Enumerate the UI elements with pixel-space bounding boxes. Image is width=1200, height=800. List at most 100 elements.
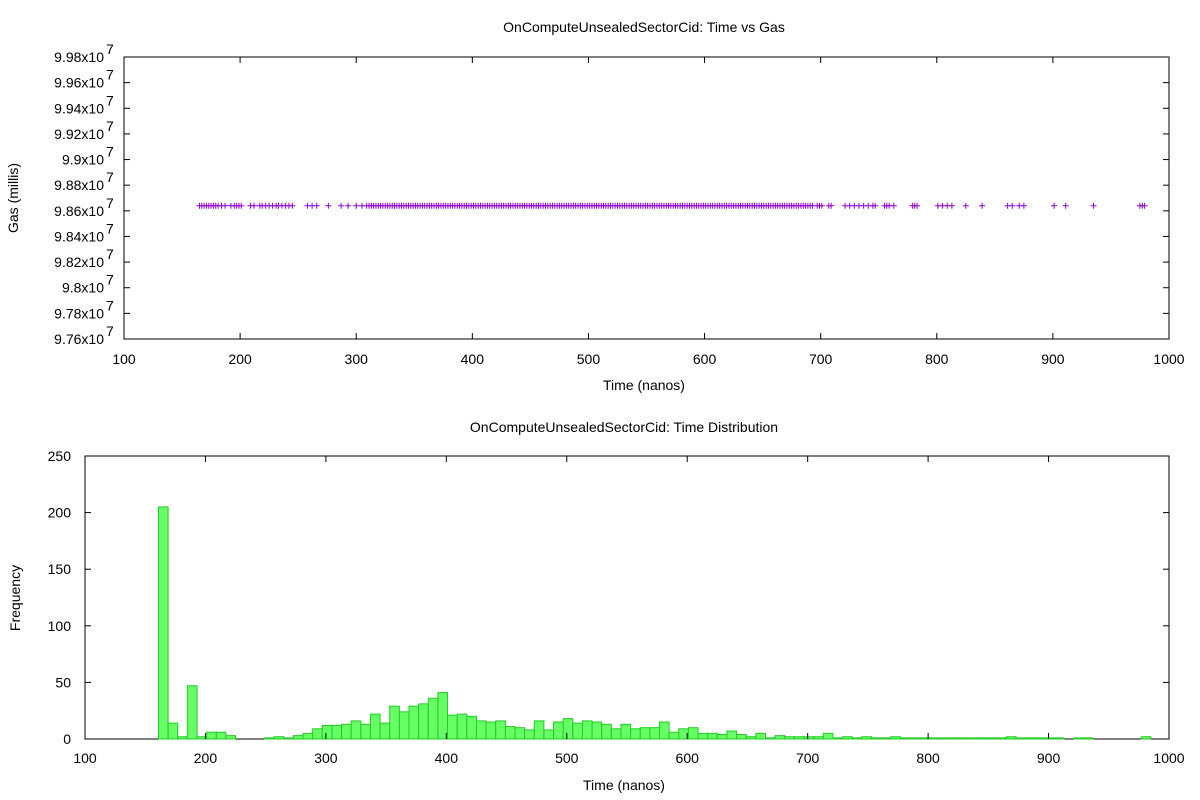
histogram-bar [157, 506, 169, 740]
x-tick-label: 300 [345, 351, 369, 367]
y-tick-label: 9.98x10 [54, 49, 104, 65]
histogram-bar [1044, 737, 1056, 740]
scatter-point [948, 202, 955, 209]
histogram-bar [813, 736, 824, 740]
y-tick-exponent: 7 [106, 246, 114, 262]
y-tick-exponent: 7 [106, 118, 114, 134]
histogram-bar [707, 732, 718, 740]
x-tick-label: 600 [693, 351, 717, 367]
x-tick-label: 700 [809, 351, 833, 367]
scatter-point [313, 202, 320, 209]
y-tick-mantissa: 9.86x10 [54, 203, 104, 219]
histogram-bar [524, 729, 535, 740]
scatter-point [872, 202, 879, 209]
histogram-bar [1140, 736, 1152, 740]
histogram-bar [842, 736, 853, 740]
y-tick-exponent: 7 [106, 323, 114, 339]
x-tick-label: 500 [577, 351, 601, 367]
y-tick-label: 0 [63, 731, 71, 747]
y-tick-exponent: 7 [106, 41, 114, 57]
histogram-bar [649, 727, 661, 740]
histogram-bar [909, 737, 921, 740]
histogram-bar [206, 731, 217, 740]
y-tick-label: 9.76x10 [54, 331, 104, 347]
scatter-point [1051, 202, 1058, 209]
x-tick-label: 800 [916, 750, 940, 766]
y-tick-exponent: 7 [106, 67, 114, 83]
histogram-bar [716, 733, 728, 740]
y-tick-exponent: 7 [106, 92, 114, 108]
histogram-bar [726, 730, 738, 740]
histogram-bar [765, 737, 776, 740]
y-tick-mantissa: 9.9x10 [62, 152, 104, 168]
histogram-plot-area [84, 455, 1170, 740]
y-tick-mantissa: 9.88x10 [54, 177, 104, 193]
histogram-bar [1015, 737, 1027, 740]
histogram-bar [822, 732, 834, 740]
histogram-bar [620, 723, 632, 740]
scatter-point [222, 202, 229, 209]
scatter-point [828, 202, 835, 209]
histogram-bar [427, 697, 439, 740]
histogram-bar [1034, 737, 1046, 740]
y-tick-label: 50 [55, 674, 71, 690]
histogram-bar [312, 728, 323, 740]
histogram-bar [1082, 737, 1094, 740]
histogram-bar [562, 718, 574, 740]
histogram-bar [880, 737, 892, 740]
y-tick-label: 200 [48, 505, 72, 521]
histogram-bar [659, 721, 670, 740]
scatter-x-label: Time (nanos) [603, 377, 685, 393]
histogram-bar [485, 721, 497, 740]
histogram-bar [475, 720, 487, 740]
scatter-point [914, 202, 921, 209]
histogram-bar [687, 727, 699, 740]
scatter-point [962, 202, 969, 209]
histogram-bar [745, 736, 757, 740]
scatter-point [325, 202, 332, 209]
scatter-y-label: Gas (millis) [5, 163, 21, 233]
y-tick-label: 9.88x10 [54, 177, 104, 193]
histogram-bar [186, 685, 198, 740]
histogram-bar [389, 705, 400, 740]
histogram-bar [996, 737, 1007, 740]
scatter-point [818, 202, 825, 209]
scatter-point [289, 202, 296, 209]
y-tick-mantissa: 9.96x10 [54, 75, 104, 91]
y-tick-label: 9.82x10 [54, 254, 104, 270]
scatter-plot-area [123, 56, 1170, 340]
histogram-bar [793, 736, 805, 740]
x-tick-label: 100 [73, 750, 97, 766]
histogram-bar [533, 720, 545, 740]
y-tick-label: 9.78x10 [54, 305, 104, 321]
y-tick-mantissa: 9.94x10 [54, 100, 104, 116]
histogram-x-axis: 100 200 300 400 500 600 700 800 900 1000 [73, 456, 1185, 766]
y-tick-mantissa: 9.8x10 [62, 280, 104, 296]
histogram-bar [379, 722, 391, 740]
histogram-bar [263, 737, 275, 740]
histogram-bar [899, 737, 911, 740]
histogram-bar [398, 711, 410, 740]
scatter-point [890, 202, 897, 209]
histogram-bar [331, 724, 343, 740]
scatter-x-axis: 100 200 300 400 500 600 700 800 900 1000 [112, 57, 1185, 367]
scatter-points [196, 202, 1148, 209]
x-tick-label: 100 [112, 351, 136, 367]
y-tick-label: 9.96x10 [54, 75, 104, 91]
histogram-chart: OnComputeUnsealedSectorCid: Time Distrib… [7, 419, 1185, 793]
x-tick-label: 400 [461, 351, 485, 367]
histogram-bar [861, 736, 873, 740]
y-tick-label: 250 [48, 448, 72, 464]
x-tick-label: 500 [555, 750, 579, 766]
scatter-point [338, 202, 345, 209]
histogram-bar [408, 705, 420, 740]
y-tick-label: 9.84x10 [54, 228, 104, 244]
scatter-chart: OnComputeUnsealedSectorCid: Time vs Gas … [5, 19, 1185, 393]
y-tick-exponent: 7 [106, 195, 114, 211]
histogram-bar [639, 727, 651, 740]
histogram-bar [736, 733, 747, 740]
x-tick-label: 900 [1041, 351, 1065, 367]
histogram-bar [495, 720, 506, 740]
y-tick-label: 9.94x10 [54, 100, 104, 116]
